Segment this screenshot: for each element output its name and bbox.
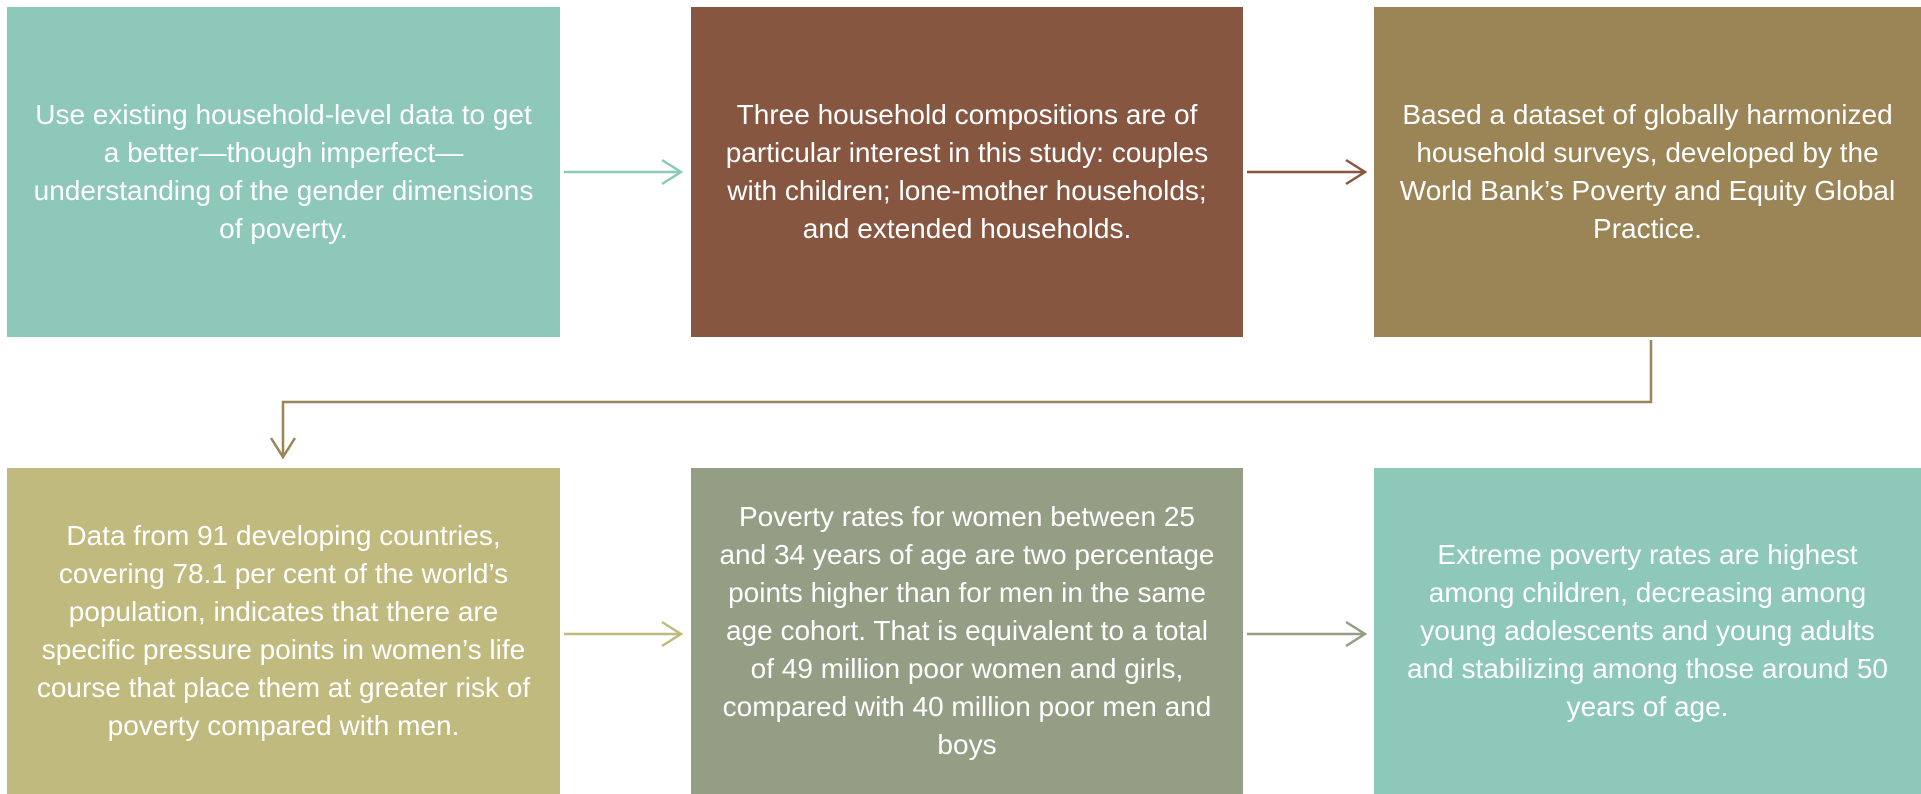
arrow bbox=[1247, 158, 1368, 186]
step-box: Extreme poverty rates are highest among … bbox=[1374, 468, 1921, 794]
step-box: Use existing household-level data to get… bbox=[7, 7, 560, 337]
step-box: Three household compositions are of part… bbox=[691, 7, 1243, 337]
step-box: Data from 91 developing countries, cover… bbox=[7, 468, 560, 794]
step-box: Based a dataset of globally harmonized h… bbox=[1374, 7, 1921, 337]
step-box: Poverty rates for women between 25 and 3… bbox=[691, 468, 1243, 794]
arrow bbox=[564, 158, 684, 186]
arrow bbox=[564, 620, 684, 648]
arrow bbox=[1247, 620, 1368, 648]
arrow bbox=[269, 340, 1653, 460]
